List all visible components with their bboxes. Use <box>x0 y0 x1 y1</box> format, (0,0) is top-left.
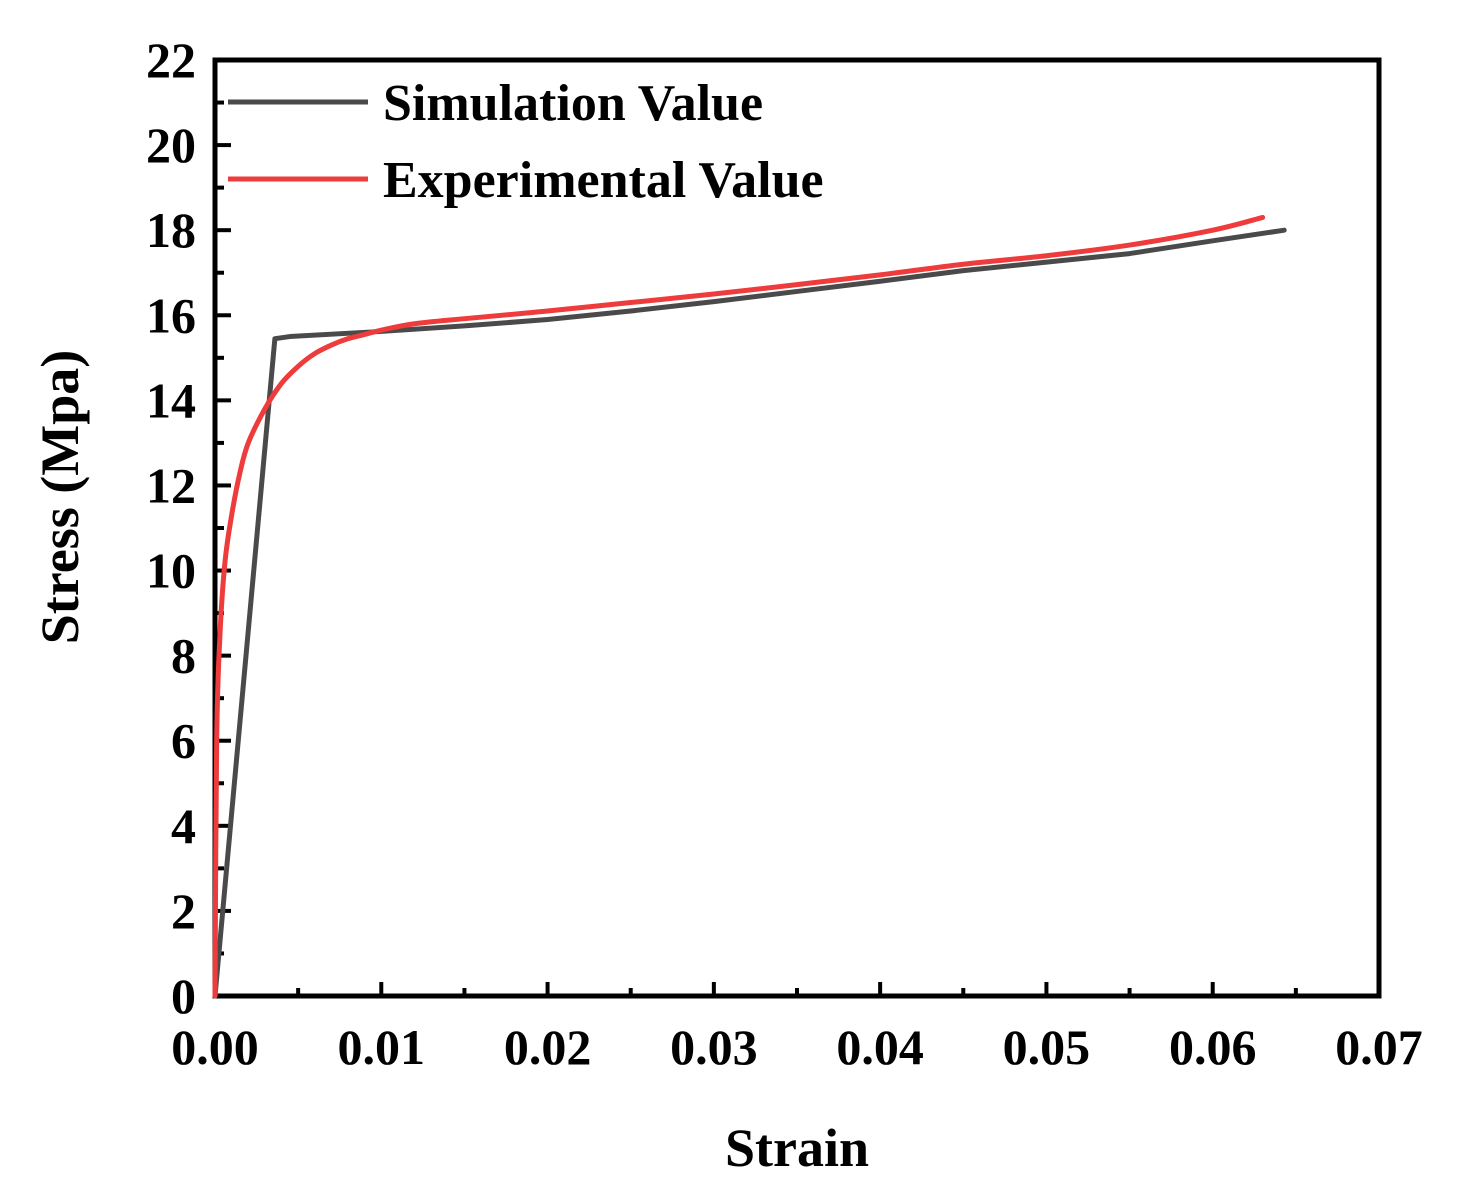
x-tick-label: 0.05 <box>1003 1019 1091 1075</box>
y-tick-label: 6 <box>171 713 196 769</box>
y-tick-labels: 0 2 4 6 8 10 12 14 16 18 20 22 <box>146 32 196 1024</box>
y-tick-label: 22 <box>146 32 196 88</box>
x-tick-label: 0.07 <box>1335 1019 1423 1075</box>
x-tick-label: 0.04 <box>836 1019 924 1075</box>
x-tick-label: 0.02 <box>504 1019 592 1075</box>
x-tick-label: 0.00 <box>171 1019 259 1075</box>
x-tick-label: 0.06 <box>1169 1019 1257 1075</box>
x-tick-labels: 0.00 0.01 0.02 0.03 0.04 0.05 0.06 0.07 <box>171 1019 1423 1075</box>
y-tick-label: 0 <box>171 968 196 1024</box>
y-tick-label: 20 <box>146 117 196 173</box>
y-tick-label: 4 <box>171 798 196 854</box>
series-line-experimental <box>212 214 1266 999</box>
y-tick-label: 16 <box>146 287 196 343</box>
x-axis-title: Strain <box>725 1118 869 1178</box>
y-axis-title: Stress (Mpa) <box>30 350 90 644</box>
y-tick-label: 2 <box>171 883 196 939</box>
data-series <box>212 214 1287 999</box>
series-line-simulation <box>212 227 1287 999</box>
legend-label-experimental: Experimental Value <box>383 152 824 209</box>
legend: Simulation Value Experimental Value <box>228 75 824 209</box>
y-tick-label: 8 <box>171 628 196 684</box>
legend-label-simulation: Simulation Value <box>383 75 763 132</box>
y-tick-label: 10 <box>146 543 196 599</box>
y-tick-label: 14 <box>146 372 196 428</box>
y-tick-label: 18 <box>146 202 196 258</box>
x-tick-label: 0.01 <box>338 1019 426 1075</box>
y-tick-label: 12 <box>146 457 196 513</box>
x-tick-label: 0.03 <box>670 1019 758 1075</box>
